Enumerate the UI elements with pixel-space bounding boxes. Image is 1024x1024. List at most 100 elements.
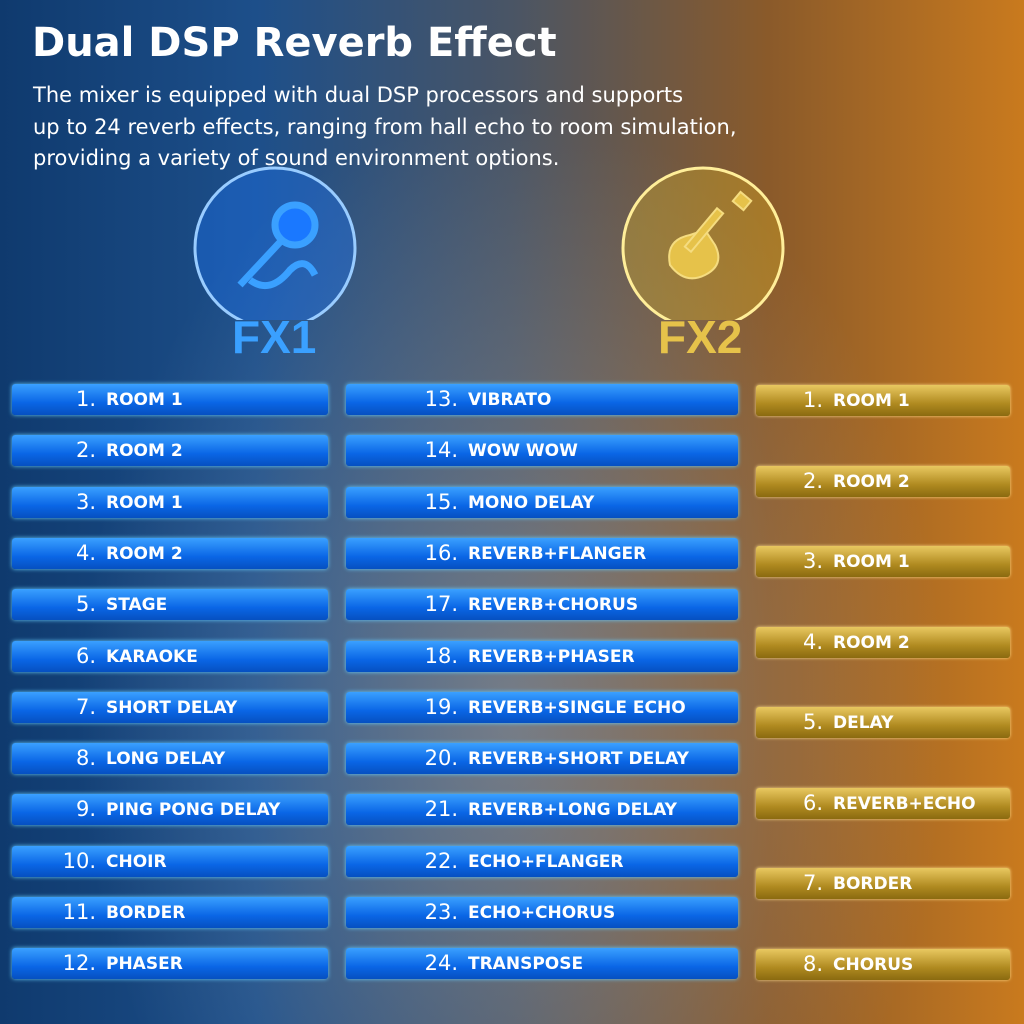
effect-bar: 14. WOW WOW xyxy=(346,435,738,467)
effect-name: WOW WOW xyxy=(468,441,578,462)
effect-name: DELAY xyxy=(833,713,894,733)
effect-bar: 5. DELAY xyxy=(756,707,1010,738)
effect-bar: 6. KARAOKE xyxy=(12,640,328,672)
effect-bar: 20. REVERB+SHORT DELAY xyxy=(346,743,738,775)
effect-number: 4. xyxy=(802,629,823,654)
effect-number: 15. xyxy=(424,489,458,514)
effect-number: 16. xyxy=(424,540,458,565)
effect-name: VIBRATO xyxy=(468,390,552,410)
effect-bar: 21. REVERB+LONG DELAY xyxy=(346,794,738,826)
effect-bar: 10. CHOIR xyxy=(12,845,328,877)
effect-bar: 13. VIBRATO xyxy=(346,384,738,415)
effect-number: 6. xyxy=(802,790,823,815)
effect-number: 6. xyxy=(75,643,96,668)
description: The mixer is equipped with dual DSP proc… xyxy=(33,83,684,107)
effect-name: STAGE xyxy=(106,595,168,616)
effect-name: LONG DELAY xyxy=(106,749,226,770)
effect-number: 7. xyxy=(802,871,823,895)
effect-bar: 17. REVERB+CHORUS xyxy=(346,589,738,621)
effect-name: ROOM 1 xyxy=(106,390,183,410)
effect-name: TRANSPOSE xyxy=(468,954,584,975)
effect-name: ECHO+FLANGER xyxy=(468,851,624,872)
effect-bar: 15. MONO DELAY xyxy=(346,486,738,518)
effect-bar: 19. REVERB+SINGLE ECHO xyxy=(346,691,738,723)
effect-bar: 16. REVERB+FLANGER xyxy=(346,537,738,569)
effect-name: ROOM 1 xyxy=(833,552,910,572)
effect-bar: 22. ECHO+FLANGER xyxy=(346,845,738,877)
effect-bar: 11. BORDER xyxy=(12,897,328,928)
effect-bar: 23. ECHO+CHORUS xyxy=(346,897,738,928)
effect-number: 12. xyxy=(62,951,96,976)
effect-name: BORDER xyxy=(106,903,186,923)
guitar-icon xyxy=(668,190,753,280)
effect-name: KARAOKE xyxy=(106,646,198,667)
mic-icon xyxy=(237,201,319,290)
effect-name: ROOM 2 xyxy=(833,471,910,492)
effect-bar: 2. ROOM 2 xyxy=(756,465,1010,497)
effect-name: ROOM 2 xyxy=(106,441,183,462)
effect-name: MONO DELAY xyxy=(468,492,595,513)
effect-name: ROOM 1 xyxy=(833,391,910,411)
effect-bar: 6. REVERB+ECHO xyxy=(756,787,1010,819)
effect-name: REVERB+SINGLE ECHO xyxy=(468,697,686,718)
effect-bar: 1. ROOM 1 xyxy=(756,385,1010,416)
effect-name: ROOM 1 xyxy=(106,492,183,513)
effect-bar: 7. SHORT DELAY xyxy=(12,691,328,723)
effect-number: 24. xyxy=(424,951,458,976)
effect-bar: 3. ROOM 1 xyxy=(756,546,1010,577)
effect-name: REVERB+LONG DELAY xyxy=(468,800,677,821)
effect-name: REVERB+PHASER xyxy=(468,646,635,667)
effect-name: REVERB+FLANGER xyxy=(468,543,647,564)
effect-bar: 3. ROOM 1 xyxy=(12,486,328,518)
effect-number: 5. xyxy=(802,710,823,734)
effect-bar: 12. PHASER xyxy=(12,948,328,980)
effect-name: REVERB+CHORUS xyxy=(468,595,639,616)
effect-number: 19. xyxy=(424,694,458,719)
effect-bar: 5. STAGE xyxy=(12,589,328,621)
effect-name: PING PONG DELAY xyxy=(106,800,281,821)
description: up to 24 reverb effects, ranging from ha… xyxy=(33,115,737,139)
effect-number: 3. xyxy=(75,489,96,514)
effect-bar: 8. CHORUS xyxy=(756,948,1010,980)
effect-number: 13. xyxy=(424,387,458,411)
effect-number: 8. xyxy=(75,746,96,771)
effect-bar: 9. PING PONG DELAY xyxy=(12,794,328,826)
effect-number: 14. xyxy=(424,438,458,463)
effect-number: 2. xyxy=(802,468,823,493)
fx1-label: FX1 xyxy=(232,311,317,363)
effect-number: 23. xyxy=(424,900,458,924)
effect-bar: 2. ROOM 2 xyxy=(12,435,328,467)
effect-name: PHASER xyxy=(106,954,183,975)
effect-number: 22. xyxy=(424,848,458,873)
effect-bar: 4. ROOM 2 xyxy=(756,626,1010,658)
effect-name: ROOM 2 xyxy=(833,632,910,653)
effect-bar: 18. REVERB+PHASER xyxy=(346,640,738,672)
effect-name: REVERB+SHORT DELAY xyxy=(468,749,689,770)
effect-number: 9. xyxy=(75,797,96,822)
effect-bar: 1. ROOM 1 xyxy=(12,384,328,415)
effect-number: 21. xyxy=(424,797,458,822)
effect-number: 7. xyxy=(75,694,96,719)
effect-bar: 7. BORDER xyxy=(756,868,1010,899)
effect-number: 17. xyxy=(424,592,458,617)
title: Dual DSP Reverb Effect xyxy=(32,20,557,66)
fx2-label: FX2 xyxy=(658,311,743,363)
effect-name: SHORT DELAY xyxy=(106,697,238,718)
effect-number: 2. xyxy=(75,438,96,463)
effect-number: 3. xyxy=(802,549,823,573)
effect-name: CHOIR xyxy=(106,851,167,872)
effect-number: 18. xyxy=(424,643,458,668)
effect-number: 10. xyxy=(62,848,96,873)
effect-name: ROOM 2 xyxy=(106,543,183,564)
effect-number: 1. xyxy=(75,387,96,411)
effect-name: CHORUS xyxy=(833,954,914,975)
effect-number: 20. xyxy=(424,746,458,771)
effect-name: REVERB+ECHO xyxy=(833,793,976,814)
effect-number: 4. xyxy=(75,540,96,565)
effect-number: 1. xyxy=(802,388,823,412)
effect-bar: 4. ROOM 2 xyxy=(12,537,328,569)
effect-number: 11. xyxy=(62,900,96,924)
effect-number: 8. xyxy=(802,951,823,976)
description: providing a variety of sound environment… xyxy=(33,146,560,170)
